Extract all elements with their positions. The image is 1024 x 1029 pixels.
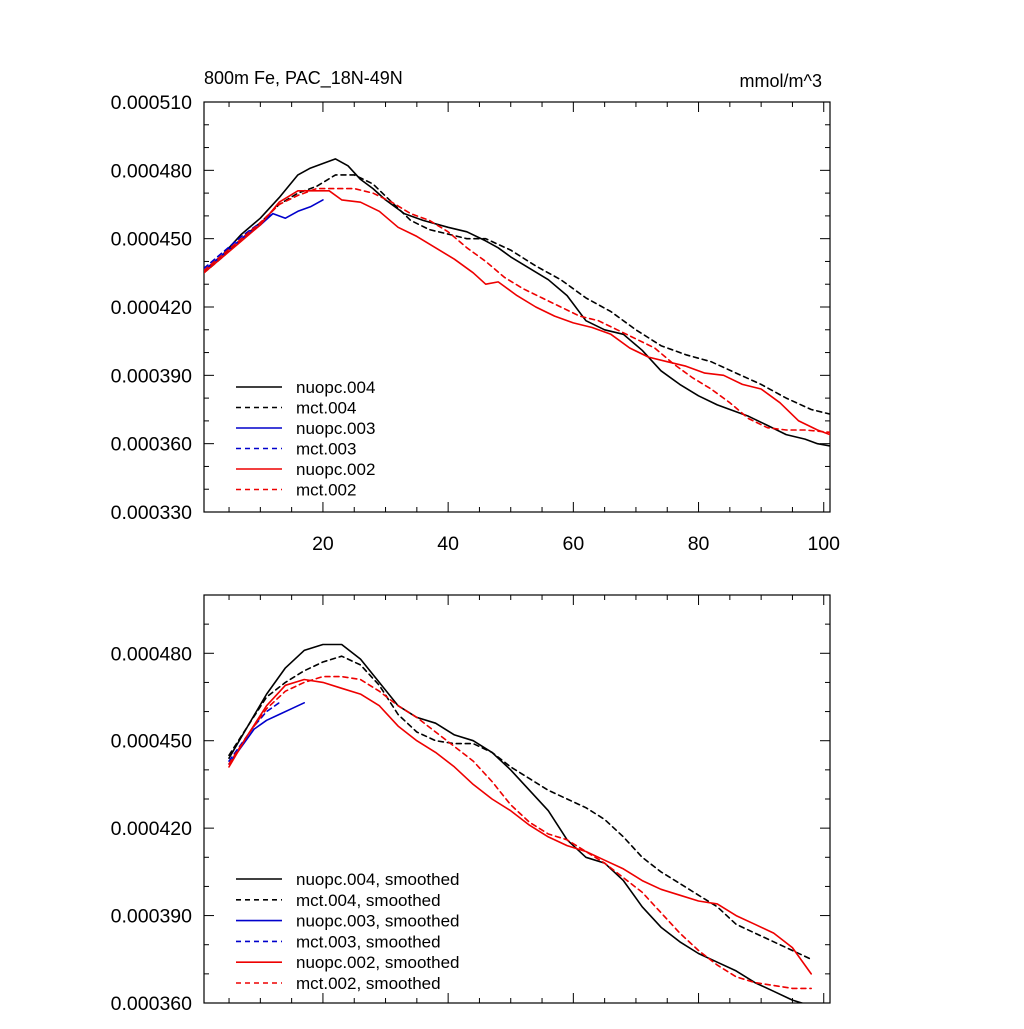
series-line-mct-003-smoothed	[228, 701, 280, 762]
series-line-nuopc-003-smoothed	[228, 701, 306, 765]
series-line-mct-004-smoothed	[228, 655, 813, 961]
units-label: mmol/m^3	[740, 71, 822, 91]
y-tick-label: 0.000420	[111, 818, 192, 840]
series-line-nuopc-004	[204, 158, 830, 447]
legend-label: mct.004	[296, 399, 356, 418]
series-line-nuopc-003	[204, 199, 324, 272]
legend-label: mct.002	[296, 481, 356, 500]
x-tick-label: 40	[437, 533, 459, 555]
chart-title: 800m Fe, PAC_18N-49N	[204, 68, 403, 89]
series-line-mct-002-smoothed	[228, 675, 813, 990]
legend-label: nuopc.002, smoothed	[296, 953, 460, 972]
y-tick-label: 0.000360	[111, 434, 192, 456]
y-tick-label: 0.000480	[111, 160, 192, 182]
y-tick-label: 0.000390	[111, 365, 192, 387]
series-line-nuopc-002	[204, 190, 830, 436]
legend: nuopc.004, smoothed mct.004, smoothed nuop…	[236, 870, 460, 993]
x-tick-label: 60	[562, 533, 584, 555]
legend-label: mct.004, smoothed	[296, 891, 441, 910]
legend-label: nuopc.004, smoothed	[296, 870, 460, 889]
legend-label: mct.003	[296, 440, 356, 459]
panel-bottom: 0.000360 0.000390 0.000420 0.000450 0.000480…	[111, 594, 831, 1015]
y-tick-label: 0.000510	[111, 92, 192, 114]
x-tick-label: 20	[312, 533, 334, 555]
series-group	[228, 643, 813, 1003]
x-tick-label: 100	[807, 533, 840, 555]
y-tick-label: 0.000450	[111, 731, 192, 753]
legend-label: nuopc.004	[296, 378, 375, 397]
series-line-mct-002	[204, 187, 830, 434]
y-tick-label: 0.000360	[111, 993, 192, 1015]
y-tick-label: 0.000420	[111, 297, 192, 319]
series-line-mct-004	[204, 174, 830, 415]
series-line-nuopc-002-smoothed	[228, 678, 813, 975]
panel-top: 0.000330 0.000360 0.000390 0.000420 0.000450…	[111, 68, 841, 555]
legend-label: mct.002, smoothed	[296, 974, 441, 993]
series-group	[204, 158, 830, 447]
legend-label: mct.003, smoothed	[296, 932, 441, 951]
y-tick-label: 0.000450	[111, 229, 192, 251]
legend-label: nuopc.002	[296, 460, 375, 479]
y-tick-label: 0.000330	[111, 502, 192, 524]
x-tick-label: 80	[688, 533, 710, 555]
y-tick-label: 0.000390	[111, 906, 192, 928]
y-tick-label: 0.000480	[111, 643, 192, 665]
series-line-nuopc-004-smoothed	[228, 643, 805, 1003]
legend-label: nuopc.003	[296, 419, 375, 438]
legend-label: nuopc.003, smoothed	[296, 912, 460, 931]
